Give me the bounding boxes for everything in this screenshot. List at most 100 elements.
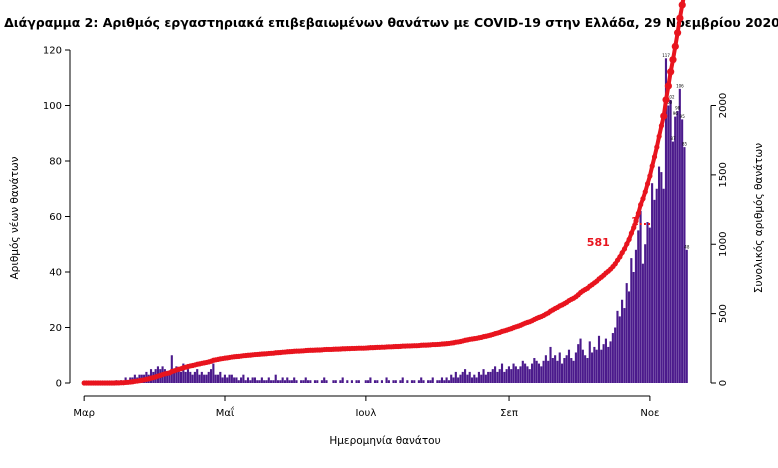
bar [309, 380, 312, 383]
bar [276, 380, 280, 383]
left-tick-label: 100 [43, 101, 62, 112]
left-tick-label: 40 [49, 268, 62, 279]
bar [233, 377, 236, 383]
bar [325, 380, 328, 383]
bar [256, 380, 259, 383]
bar [572, 360, 575, 383]
bar [544, 355, 547, 383]
bar [623, 308, 626, 383]
bar [369, 377, 372, 383]
bar [669, 99, 672, 383]
bar-value-label: 98 [675, 106, 681, 111]
bar [498, 369, 501, 384]
bar [600, 349, 603, 383]
bar [618, 316, 621, 383]
bar [302, 380, 305, 383]
bar [549, 346, 552, 383]
cumulative-point [654, 144, 660, 150]
cumulative-point [644, 181, 651, 187]
y-axis-label: Αριθμός νέων θανάτων [9, 156, 21, 279]
bar [464, 369, 467, 384]
bar-value-label: 48 [684, 244, 690, 249]
bar [417, 380, 420, 383]
bar [191, 374, 194, 383]
bar [609, 341, 612, 384]
bar [621, 299, 624, 383]
annotation-label: 581 [587, 236, 610, 249]
bar [537, 363, 541, 383]
bar [507, 366, 511, 383]
bar [295, 380, 298, 383]
bar [373, 380, 377, 383]
bar [459, 374, 462, 383]
bar [316, 380, 319, 383]
bar [216, 374, 220, 383]
bar [258, 380, 261, 383]
bar [184, 371, 187, 383]
left-tick-label: 20 [49, 323, 62, 334]
bar [422, 380, 425, 383]
bar [494, 366, 497, 383]
bar [651, 183, 654, 383]
bar [577, 344, 580, 383]
bar [593, 346, 596, 383]
bar [332, 380, 335, 383]
annotation-label: 1... [631, 215, 651, 228]
x-tick-label: Σεπ [500, 408, 518, 419]
bar [657, 166, 661, 383]
bar [186, 369, 190, 384]
bar [535, 360, 538, 383]
bar [364, 380, 367, 383]
bar [445, 377, 448, 383]
bar [240, 377, 243, 383]
bar [496, 371, 499, 383]
bar [584, 355, 587, 383]
bar [588, 341, 591, 384]
bar [265, 380, 268, 383]
bar [517, 369, 520, 384]
bar [591, 352, 594, 383]
cumulative-point [638, 202, 644, 208]
bar [561, 363, 564, 383]
bar [290, 380, 293, 383]
bar [524, 363, 527, 383]
bar [399, 380, 402, 383]
bar [198, 374, 201, 383]
cumulative-point [656, 133, 662, 139]
left-y-axis: 0 20 40 60 80 100 120 [43, 46, 71, 390]
cumulative-point [662, 96, 670, 104]
bar [182, 363, 185, 383]
bar [452, 377, 455, 383]
bar [579, 338, 582, 383]
bar [447, 380, 450, 383]
chart-title: Διάγραμμα 2: Αριθμός εργαστηριακά επιβεβ… [4, 15, 778, 30]
bar [630, 258, 633, 384]
bar [457, 377, 460, 383]
bar [574, 352, 577, 383]
bar [175, 366, 178, 383]
bar [440, 377, 444, 383]
bar [450, 374, 453, 383]
right-tick-label: 500 [718, 304, 729, 323]
bar [376, 380, 379, 383]
bar [212, 363, 215, 383]
left-tick-label: 120 [43, 46, 62, 57]
bar [380, 380, 383, 383]
bar [484, 374, 487, 383]
bar [246, 377, 250, 383]
bar [581, 349, 584, 383]
cumulative-point [624, 241, 630, 247]
cumulative-point [674, 29, 682, 37]
bar [260, 377, 263, 383]
bar [487, 371, 490, 383]
right-tick-label: 0 [718, 380, 729, 386]
bar [671, 141, 674, 383]
bar [540, 366, 543, 383]
bar [244, 380, 247, 383]
bar [438, 380, 441, 383]
bar [655, 188, 658, 383]
bar [279, 380, 282, 383]
bar [323, 377, 326, 383]
bar [431, 377, 434, 383]
